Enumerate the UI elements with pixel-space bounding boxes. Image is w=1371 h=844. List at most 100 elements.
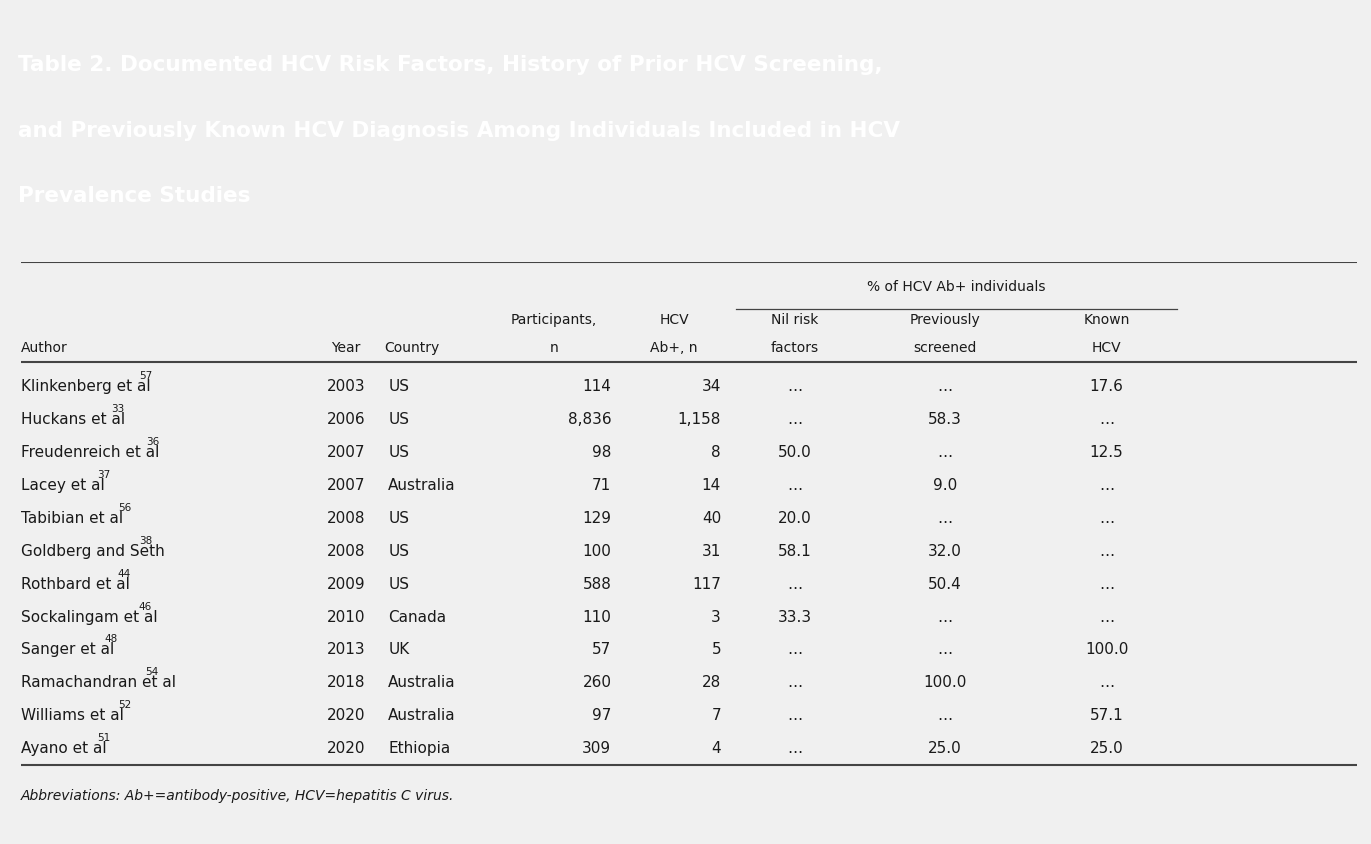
Text: US: US: [388, 445, 409, 460]
Text: 34: 34: [702, 380, 721, 394]
Text: …: …: [938, 609, 953, 625]
Text: US: US: [388, 511, 409, 526]
Text: 32.0: 32.0: [928, 544, 962, 559]
Text: Tabibian et al: Tabibian et al: [21, 511, 122, 526]
Text: 2009: 2009: [326, 576, 365, 592]
Text: 25.0: 25.0: [1090, 741, 1123, 756]
Text: Ramachandran et al: Ramachandran et al: [21, 675, 175, 690]
Text: Table 2. Documented HCV Risk Factors, History of Prior HCV Screening,: Table 2. Documented HCV Risk Factors, Hi…: [18, 55, 883, 75]
Text: Abbreviations: Ab+=antibody-positive, HCV=hepatitis C virus.: Abbreviations: Ab+=antibody-positive, HC…: [21, 788, 454, 803]
Text: screened: screened: [913, 341, 976, 355]
Text: and Previously Known HCV Diagnosis Among Individuals Included in HCV: and Previously Known HCV Diagnosis Among…: [18, 121, 899, 141]
Text: UK: UK: [388, 642, 410, 657]
Text: Ayano et al: Ayano et al: [21, 741, 106, 756]
Text: 52: 52: [118, 701, 132, 710]
Text: 5: 5: [712, 642, 721, 657]
Text: Sockalingam et al: Sockalingam et al: [21, 609, 158, 625]
Text: Sanger et al: Sanger et al: [21, 642, 114, 657]
Text: 2020: 2020: [326, 708, 365, 723]
Text: US: US: [388, 576, 409, 592]
Text: 38: 38: [138, 536, 152, 546]
Text: Australia: Australia: [388, 708, 455, 723]
Text: …: …: [938, 642, 953, 657]
Text: 31: 31: [702, 544, 721, 559]
Text: factors: factors: [771, 341, 818, 355]
Text: …: …: [787, 642, 802, 657]
Text: Year: Year: [332, 341, 361, 355]
Text: 57.1: 57.1: [1090, 708, 1123, 723]
Text: 46: 46: [138, 602, 152, 612]
Text: 33.3: 33.3: [777, 609, 812, 625]
Text: Williams et al: Williams et al: [21, 708, 123, 723]
Text: …: …: [1100, 576, 1115, 592]
Text: …: …: [787, 741, 802, 756]
Text: 114: 114: [583, 380, 611, 394]
Text: HCV: HCV: [1091, 341, 1121, 355]
Text: 51: 51: [97, 733, 110, 743]
Text: …: …: [1100, 511, 1115, 526]
Text: 2003: 2003: [326, 380, 365, 394]
Text: 2018: 2018: [326, 675, 365, 690]
Text: 12.5: 12.5: [1090, 445, 1123, 460]
Text: …: …: [1100, 544, 1115, 559]
Text: 2007: 2007: [326, 478, 365, 493]
Text: 2010: 2010: [326, 609, 365, 625]
Text: …: …: [938, 511, 953, 526]
Text: Ethiopia: Ethiopia: [388, 741, 451, 756]
Text: 2006: 2006: [326, 413, 365, 427]
Text: Previously: Previously: [909, 313, 980, 327]
Text: 2008: 2008: [326, 544, 365, 559]
Text: Participants,: Participants,: [511, 313, 596, 327]
Text: 2008: 2008: [326, 511, 365, 526]
Text: 129: 129: [583, 511, 611, 526]
Text: …: …: [787, 576, 802, 592]
Text: Huckans et al: Huckans et al: [21, 413, 125, 427]
Text: …: …: [1100, 478, 1115, 493]
Text: 28: 28: [702, 675, 721, 690]
Text: 7: 7: [712, 708, 721, 723]
Text: % of HCV Ab+ individuals: % of HCV Ab+ individuals: [866, 279, 1046, 294]
Text: 14: 14: [702, 478, 721, 493]
Text: …: …: [938, 708, 953, 723]
Text: Goldberg and Seth: Goldberg and Seth: [21, 544, 165, 559]
Text: …: …: [787, 675, 802, 690]
Text: n: n: [550, 341, 558, 355]
Text: Klinkenberg et al: Klinkenberg et al: [21, 380, 151, 394]
Text: 309: 309: [583, 741, 611, 756]
Text: 36: 36: [145, 437, 159, 447]
Text: …: …: [1100, 609, 1115, 625]
Text: 8,836: 8,836: [568, 413, 611, 427]
Text: 98: 98: [592, 445, 611, 460]
Text: 117: 117: [692, 576, 721, 592]
Text: …: …: [938, 380, 953, 394]
Text: …: …: [1100, 675, 1115, 690]
Text: 71: 71: [592, 478, 611, 493]
Text: 57: 57: [592, 642, 611, 657]
Text: 17.6: 17.6: [1090, 380, 1124, 394]
Text: 54: 54: [145, 668, 159, 677]
Text: 97: 97: [592, 708, 611, 723]
Text: Lacey et al: Lacey et al: [21, 478, 104, 493]
Text: …: …: [787, 478, 802, 493]
Text: 20.0: 20.0: [777, 511, 812, 526]
Text: US: US: [388, 380, 409, 394]
Text: HCV: HCV: [659, 313, 690, 327]
Text: 2020: 2020: [326, 741, 365, 756]
Text: 9.0: 9.0: [932, 478, 957, 493]
Text: 25.0: 25.0: [928, 741, 962, 756]
Text: Author: Author: [21, 341, 67, 355]
Text: …: …: [938, 445, 953, 460]
Text: Australia: Australia: [388, 478, 455, 493]
Text: 100: 100: [583, 544, 611, 559]
Text: 44: 44: [118, 569, 132, 579]
Text: 1,158: 1,158: [677, 413, 721, 427]
Text: …: …: [1100, 413, 1115, 427]
Text: 58.3: 58.3: [928, 413, 962, 427]
Text: 58.1: 58.1: [777, 544, 812, 559]
Text: US: US: [388, 413, 409, 427]
Text: 2007: 2007: [326, 445, 365, 460]
Text: …: …: [787, 380, 802, 394]
Text: Australia: Australia: [388, 675, 455, 690]
Text: 56: 56: [118, 503, 132, 513]
Text: Country: Country: [384, 341, 439, 355]
